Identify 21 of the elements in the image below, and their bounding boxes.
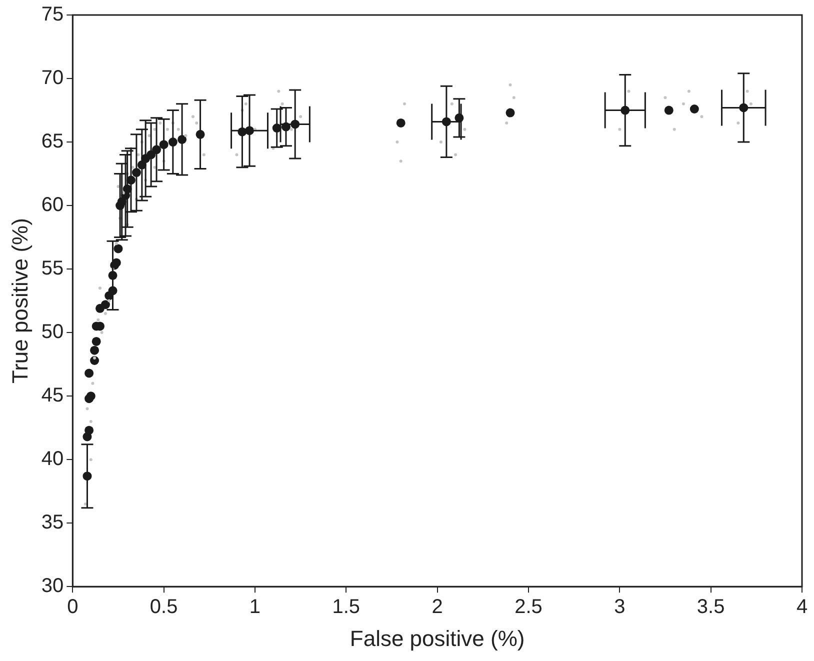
y-axis-title: True positive (%) [7, 218, 32, 384]
y-tick-label: 70 [41, 67, 64, 90]
x-tick-label: 0.5 [150, 596, 178, 618]
x-tick-label: 3 [614, 596, 626, 618]
y-tick-label: 40 [41, 448, 64, 470]
x-tick-label: 2 [432, 596, 443, 618]
x-axis-title: False positive (%) [350, 626, 525, 651]
y-tick-label: 55 [41, 258, 64, 280]
x-tick-label: 2.5 [514, 596, 542, 618]
y-tick-label: 35 [41, 512, 64, 534]
x-tick-label: 3.5 [696, 596, 725, 618]
x-tick-label: 0 [67, 596, 78, 618]
y-tick-label: 75 [41, 4, 64, 26]
x-tick-label: 1.5 [332, 596, 360, 618]
y-tick-label: 65 [41, 130, 64, 153]
y-tick-label: 30 [41, 575, 64, 598]
y-tick-label: 50 [41, 321, 64, 344]
y-tick-label: 60 [41, 194, 64, 216]
x-tick-label: 4 [796, 596, 808, 618]
y-tick-label: 45 [41, 384, 64, 407]
x-tick-label: 1 [249, 596, 261, 618]
